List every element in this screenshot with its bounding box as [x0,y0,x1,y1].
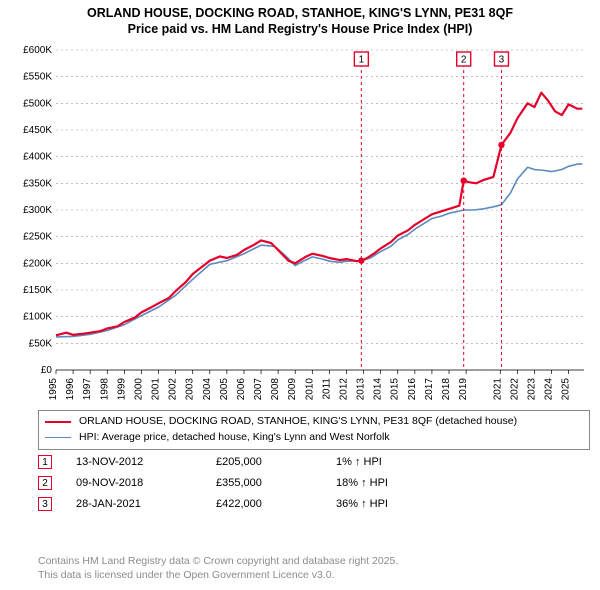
sale-row: 3 28-JAN-2021£422,00036% ↑ HPI [38,494,590,515]
legend-item: HPI: Average price, detached house, King… [45,430,583,446]
svg-text:£550K: £550K [23,72,52,83]
sale-date: 13-NOV-2012 [76,452,216,473]
svg-text:£100K: £100K [23,312,52,323]
svg-text:£500K: £500K [23,98,52,109]
svg-text:2025: 2025 [561,378,572,401]
svg-text:2013: 2013 [356,378,367,401]
svg-text:£300K: £300K [23,205,52,216]
footer-line-1: Contains HM Land Registry data © Crown c… [38,554,590,568]
svg-text:2010: 2010 [304,378,315,401]
chart-title-block: ORLAND HOUSE, DOCKING ROAD, STANHOE, KIN… [0,0,600,37]
sale-row: 2 09-NOV-2018£355,00018% ↑ HPI [38,473,590,494]
svg-text:2000: 2000 [133,378,144,401]
sale-marker-box: 3 [38,497,52,511]
legend-swatch [45,437,71,438]
svg-text:3: 3 [499,55,505,66]
svg-text:1998: 1998 [99,378,110,401]
svg-text:2002: 2002 [168,378,179,401]
legend: ORLAND HOUSE, DOCKING ROAD, STANHOE, KIN… [38,410,590,450]
sale-marker-box: 1 [38,455,52,469]
svg-text:2022: 2022 [509,378,520,401]
chart-area: £0 £50K £100K £150K £200K £250K £300K £350K £400… [8,42,592,402]
svg-text:2017: 2017 [424,378,435,401]
legend-label: HPI: Average price, detached house, King… [79,430,390,446]
title-line-2: Price paid vs. HM Land Registry's House … [0,22,600,38]
svg-text:2005: 2005 [219,378,230,401]
svg-text:2021: 2021 [492,378,503,401]
footer-line-2: This data is licensed under the Open Gov… [38,568,590,582]
svg-text:2018: 2018 [441,378,452,401]
sale-price: £355,000 [216,473,336,494]
sales-table: 1 13-NOV-2012£205,0001% ↑ HPI 2 09-NOV-2018… [38,452,590,515]
svg-text:£350K: £350K [23,178,52,189]
svg-text:1995: 1995 [48,378,59,401]
svg-text:2015: 2015 [390,378,401,401]
svg-text:1996: 1996 [65,378,76,401]
sale-row: 1 13-NOV-2012£205,0001% ↑ HPI [38,452,590,473]
line-chart-svg: £0 £50K £100K £150K £200K £250K £300K £350K £400… [8,42,592,402]
svg-text:2009: 2009 [287,378,298,401]
svg-text:1999: 1999 [116,378,127,401]
svg-text:£150K: £150K [23,285,52,296]
svg-text:2: 2 [461,55,467,66]
svg-text:£0: £0 [41,365,53,376]
svg-text:2016: 2016 [407,378,418,401]
svg-text:2024: 2024 [544,378,555,401]
legend-item: ORLAND HOUSE, DOCKING ROAD, STANHOE, KIN… [45,414,583,430]
svg-text:2012: 2012 [338,378,349,401]
svg-text:2011: 2011 [321,378,332,400]
svg-text:£250K: £250K [23,232,52,243]
svg-text:2023: 2023 [526,378,537,401]
svg-text:2006: 2006 [236,378,247,401]
svg-text:£400K: £400K [23,152,52,163]
svg-text:2004: 2004 [202,378,213,401]
sale-marker-box: 2 [38,476,52,490]
sale-date: 09-NOV-2018 [76,473,216,494]
sale-delta: 18% ↑ HPI [336,473,590,494]
svg-text:2003: 2003 [185,378,196,401]
title-line-1: ORLAND HOUSE, DOCKING ROAD, STANHOE, KIN… [0,6,600,22]
sale-delta: 1% ↑ HPI [336,452,590,473]
svg-text:2007: 2007 [253,378,264,401]
svg-text:£450K: £450K [23,125,52,136]
svg-text:£50K: £50K [29,338,53,349]
legend-swatch [45,421,71,423]
svg-text:2014: 2014 [373,378,384,401]
svg-text:2001: 2001 [151,378,162,401]
svg-text:1: 1 [359,55,365,66]
sale-price: £422,000 [216,494,336,515]
sale-date: 28-JAN-2021 [76,494,216,515]
sale-delta: 36% ↑ HPI [336,494,590,515]
svg-text:£200K: £200K [23,258,52,269]
svg-text:2019: 2019 [458,378,469,401]
svg-text:£600K: £600K [23,45,52,56]
legend-label: ORLAND HOUSE, DOCKING ROAD, STANHOE, KIN… [79,414,517,430]
svg-text:2008: 2008 [270,378,281,401]
footer-attribution: Contains HM Land Registry data © Crown c… [38,554,590,582]
svg-text:1997: 1997 [82,378,93,401]
sale-price: £205,000 [216,452,336,473]
